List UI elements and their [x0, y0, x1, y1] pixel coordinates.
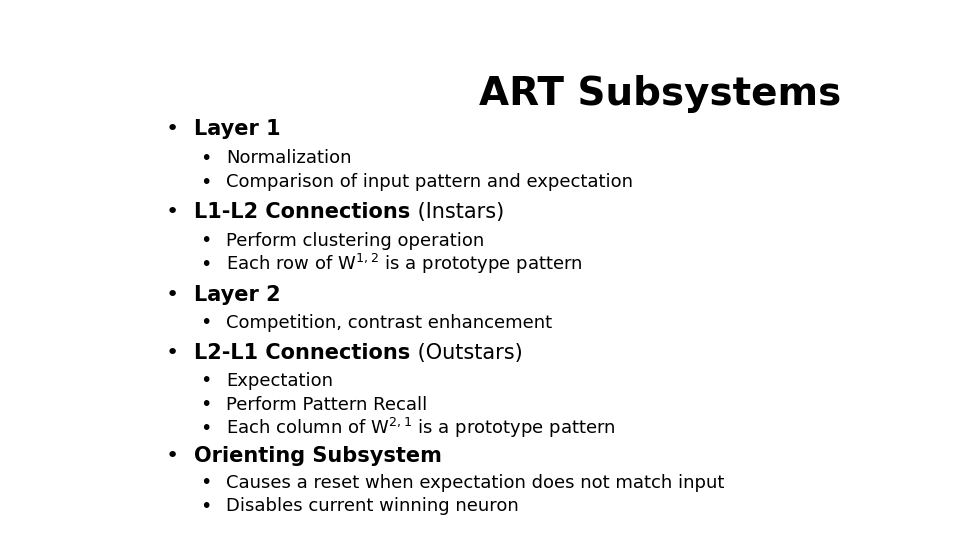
Text: (Outstars): (Outstars)	[411, 342, 522, 362]
Text: Layer 2: Layer 2	[194, 285, 281, 305]
Text: Expectation: Expectation	[227, 372, 333, 390]
Text: Perform Pattern Recall: Perform Pattern Recall	[227, 395, 427, 414]
Text: •: •	[165, 202, 179, 222]
Text: Causes a reset when expectation does not match input: Causes a reset when expectation does not…	[227, 474, 725, 492]
Text: •: •	[165, 342, 179, 362]
Text: L1-L2 Connections: L1-L2 Connections	[194, 202, 411, 222]
Text: Layer 1: Layer 1	[194, 119, 281, 139]
Text: •: •	[200, 231, 211, 250]
Text: •: •	[200, 255, 211, 274]
Text: •: •	[200, 473, 211, 492]
Text: Perform clustering operation: Perform clustering operation	[227, 232, 485, 249]
Text: Comparison of input pattern and expectation: Comparison of input pattern and expectat…	[227, 173, 634, 191]
Text: •: •	[200, 173, 211, 192]
Text: •: •	[165, 119, 179, 139]
Text: •: •	[200, 395, 211, 414]
Text: $\mathregular{Each\ column\ of\ W}^{\mathregular{2,1}}\mathregular{\ is\ a\ prot: $\mathregular{Each\ column\ of\ W}^{\mat…	[227, 416, 616, 440]
Text: L2-L1 Connections: L2-L1 Connections	[194, 342, 411, 362]
Text: Orienting Subsystem: Orienting Subsystem	[194, 447, 443, 467]
Text: Normalization: Normalization	[227, 150, 352, 167]
Text: ART Subsystems: ART Subsystems	[479, 75, 842, 113]
Text: •: •	[200, 313, 211, 332]
Text: •: •	[165, 285, 179, 305]
Text: •: •	[200, 497, 211, 516]
Text: Competition, contrast enhancement: Competition, contrast enhancement	[227, 314, 553, 332]
Text: •: •	[200, 372, 211, 390]
Text: •: •	[200, 418, 211, 438]
Text: (Instars): (Instars)	[411, 202, 504, 222]
Text: $\mathregular{Each\ row\ of\ W}^{\mathregular{1,2}}\mathregular{\ is\ a\ prototy: $\mathregular{Each\ row\ of\ W}^{\mathre…	[227, 252, 583, 276]
Text: •: •	[200, 149, 211, 168]
Text: Disables current winning neuron: Disables current winning neuron	[227, 497, 519, 515]
Text: •: •	[165, 447, 179, 467]
